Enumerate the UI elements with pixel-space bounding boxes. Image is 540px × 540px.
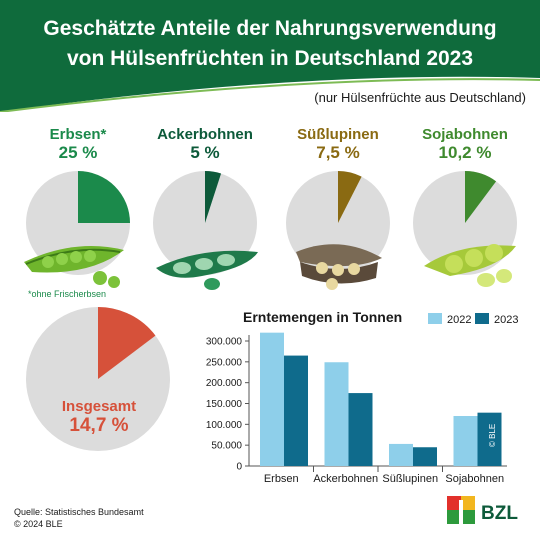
pie-ackerbohnen	[153, 171, 257, 275]
bzl-logo-icon	[447, 496, 475, 524]
source-line: Quelle: Statistisches Bundesamt	[14, 507, 144, 517]
pie-label-ackerbohnen: Ackerbohnen 5 %	[145, 126, 265, 163]
bar-chart: 0 50.000 100.000 150.000 200.000 250.000 300.0…	[206, 332, 507, 485]
legend-swatch-2023	[475, 313, 489, 324]
bar-2023	[284, 355, 308, 466]
source-note: Quelle: Statistisches Bundesamt © 2024 B…	[14, 506, 144, 530]
chart-title: Erntemengen in Tonnen	[243, 309, 403, 325]
pie-value: 25 %	[58, 143, 98, 162]
total-label: Insgesamt 14,7 %	[24, 398, 174, 437]
pie-slice-sojabohnen	[465, 171, 497, 223]
pie-label-erbsen: Erbsen* 25 %	[18, 126, 138, 163]
pea-pod-illustration	[24, 246, 124, 288]
header-banner: Geschätzte Anteile der Nahrungsverwendun…	[0, 0, 540, 112]
total-value: 14,7 %	[69, 415, 129, 436]
bar-2022	[260, 332, 284, 466]
x-tick-label: Süßlupinen	[382, 473, 438, 485]
soybean-pod-illustration	[424, 244, 516, 287]
pie-value: 5 %	[190, 143, 220, 162]
pie-slice-total	[98, 307, 156, 379]
pie-label-sojabohnen: Sojabohnen 10,2 %	[405, 126, 525, 163]
footnote: *ohne Frischerbsen	[28, 289, 107, 299]
pie-name: Ackerbohnen	[157, 126, 253, 143]
pie-name: Sojabohnen	[422, 126, 508, 143]
x-tick-label: Ackerbohnen	[313, 473, 378, 485]
pie-name: Süßlupinen	[297, 126, 379, 143]
y-tick-label: 150.000	[206, 399, 243, 410]
y-tick-label: 100.000	[206, 420, 243, 431]
copyright-line: © 2024 BLE	[14, 519, 63, 529]
bar-2022	[453, 416, 478, 466]
watermark: © BLE	[488, 423, 497, 447]
y-tick-label: 250.000	[206, 357, 243, 368]
legend-label: 2022	[447, 314, 472, 326]
header-background	[0, 0, 540, 112]
page-title-line-2: von Hülsenfrüchten in Deutschland 2023	[66, 47, 474, 70]
pie-slice-ackerbohnen	[205, 171, 222, 223]
total-name: Insgesamt	[61, 398, 137, 415]
page-title-line-1: Geschätzte Anteile der Nahrungsverwendun…	[43, 17, 497, 40]
lupin-pod-illustration	[296, 244, 382, 290]
pie-slice-erbsen	[78, 171, 130, 223]
bar-2022	[389, 443, 413, 466]
bar-2023	[477, 412, 502, 466]
legend-label: 2023	[494, 314, 519, 326]
legend-2023: 2023	[475, 313, 518, 326]
pie-value: 7,5 %	[316, 143, 360, 162]
y-tick-label: 0	[236, 462, 242, 473]
pie-value: 10,2 %	[438, 143, 492, 162]
logo-text: BZL	[481, 503, 518, 524]
pie-name: Erbsen*	[49, 126, 107, 143]
y-tick-label: 300.000	[206, 337, 243, 348]
fava-bean-illustration	[156, 250, 258, 290]
x-tick-label: Erbsen	[264, 473, 299, 485]
legend-2022: 2022	[428, 313, 471, 326]
pie-slice-suesslupinen	[338, 171, 362, 223]
bar-2023	[413, 447, 437, 466]
y-tick-label: 200.000	[206, 378, 243, 389]
bar-2022	[324, 362, 349, 466]
x-tick-label: Sojabohnen	[445, 473, 504, 485]
pie-label-suesslupinen: Süßlupinen 7,5 %	[278, 126, 398, 163]
bar-2023	[348, 393, 373, 466]
pie-total	[26, 307, 170, 451]
y-tick-label: 50.000	[211, 441, 242, 452]
subtitle: (nur Hülsenfrüchte aus Deutschland)	[314, 90, 526, 105]
legend-swatch-2022	[428, 313, 442, 324]
